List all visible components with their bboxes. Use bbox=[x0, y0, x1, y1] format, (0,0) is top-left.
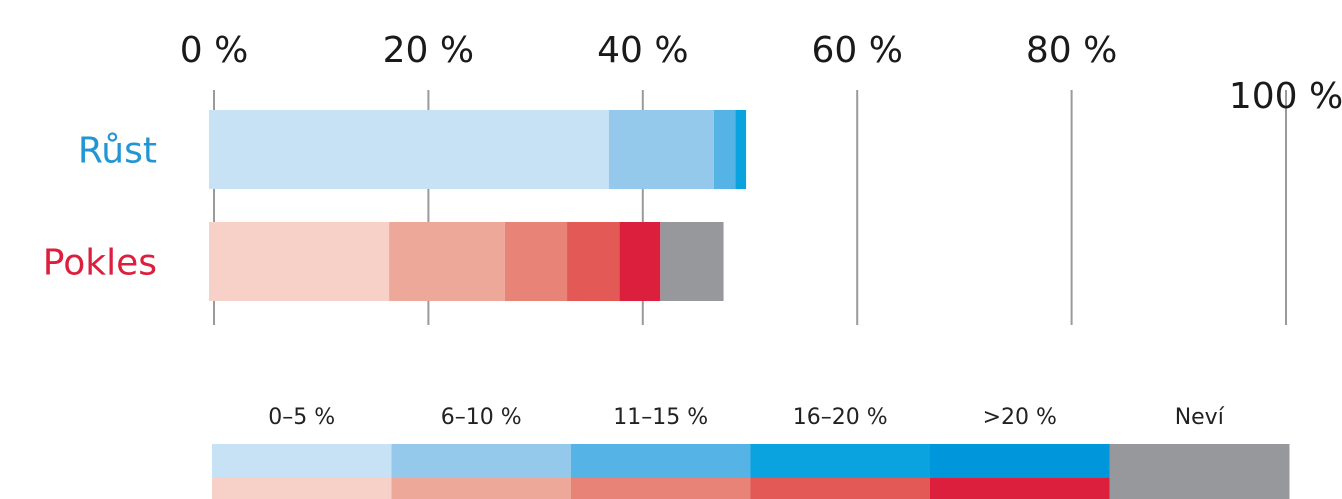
bar-segment-rust-2 bbox=[713, 110, 736, 189]
legend-swatch-bottom-0 bbox=[212, 478, 392, 499]
legend-swatch-top-1 bbox=[391, 444, 572, 478]
legend-label: 0–5 % bbox=[268, 405, 335, 430]
legend-swatch-top-0 bbox=[212, 444, 392, 478]
x-tick-label: 0 % bbox=[180, 30, 249, 71]
bar-segment-rust-3 bbox=[735, 110, 747, 189]
row-label-1: Pokles bbox=[43, 243, 157, 284]
x-tick-label: 100 % bbox=[1229, 76, 1342, 117]
legend-swatch-bottom-2 bbox=[571, 478, 751, 499]
bar-segment-rust-1 bbox=[608, 110, 714, 189]
x-tick-label: 60 % bbox=[811, 30, 902, 71]
legend-label: 11–15 % bbox=[613, 405, 708, 430]
legend-swatch-top-5 bbox=[1109, 444, 1290, 478]
x-tick-label: 20 % bbox=[383, 30, 474, 71]
bar-segment-pokles-1 bbox=[389, 222, 505, 301]
bar-segment-rust-0 bbox=[209, 110, 609, 189]
legend-label: Neví bbox=[1175, 405, 1225, 430]
legend-swatch-bottom-5 bbox=[1109, 478, 1290, 499]
legend-swatch-top-3 bbox=[750, 444, 931, 478]
legend-swatch-bottom-3 bbox=[750, 478, 931, 499]
legend-swatch-top-2 bbox=[571, 444, 751, 478]
bar-segment-pokles-0 bbox=[209, 222, 390, 301]
legend-label: 6–10 % bbox=[441, 405, 522, 430]
legend-swatch-top-4 bbox=[930, 444, 1110, 478]
x-tick-label: 80 % bbox=[1026, 30, 1117, 71]
legend-label: 16–20 % bbox=[793, 405, 888, 430]
row-label-0: Růst bbox=[78, 131, 157, 172]
legend-swatch-bottom-1 bbox=[391, 478, 572, 499]
bars bbox=[209, 110, 747, 301]
legend-swatch-bottom-4 bbox=[930, 478, 1110, 499]
row-labels: Růst Pokles bbox=[43, 131, 157, 284]
bar-segment-pokles-2 bbox=[504, 222, 568, 301]
legend: 0–5 % 6–10 % 11–15 % 16–20 % >20 % Neví bbox=[212, 405, 1290, 499]
bar-segment-pokles-3 bbox=[567, 222, 620, 301]
bar-segment-pokles-5 bbox=[660, 222, 724, 301]
x-tick-label: 40 % bbox=[597, 30, 688, 71]
bar-segment-pokles-4 bbox=[619, 222, 661, 301]
legend-label: >20 % bbox=[983, 405, 1057, 430]
x-axis-tick-labels: 0 % 20 % 40 % 60 % 80 % 100 % bbox=[180, 30, 1342, 117]
